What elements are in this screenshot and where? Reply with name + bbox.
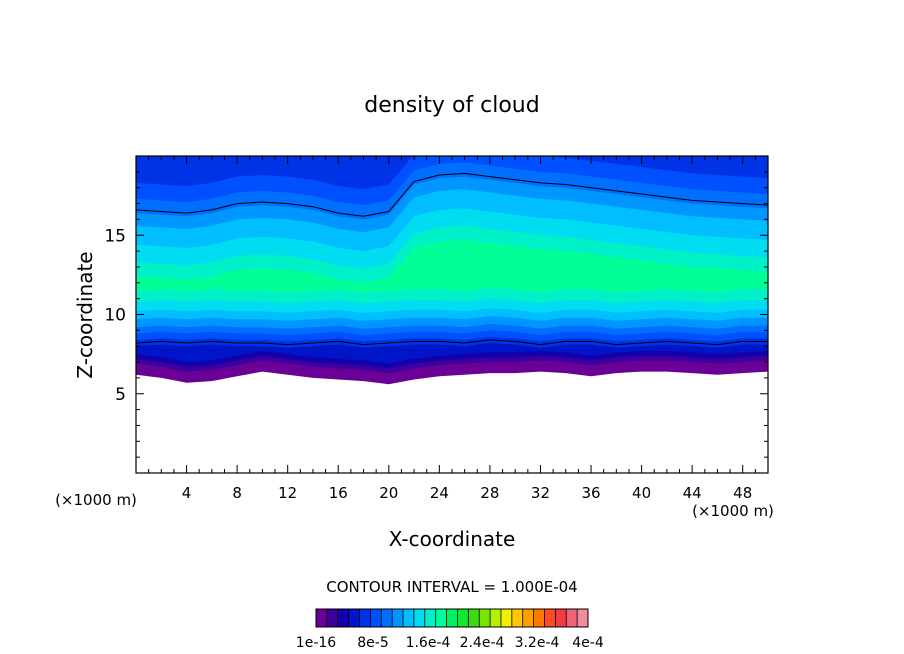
- colorbar-label: 3.2e-4: [515, 635, 560, 651]
- colorbar-swatch: [490, 609, 502, 627]
- colorbar-swatch: [413, 609, 426, 627]
- colorbar-swatch: [359, 609, 371, 627]
- upper-contour: [136, 172, 768, 217]
- x-tick-label: 48: [733, 484, 752, 502]
- x-tick-label: 44: [683, 484, 702, 502]
- colorbar-swatch: [544, 609, 556, 627]
- x-units-right: (×1000 m): [692, 502, 774, 520]
- colorbar-swatch: [403, 609, 415, 627]
- colorbar-swatch: [392, 609, 404, 627]
- x-axis-label: X-coordinate: [389, 527, 516, 551]
- colorbar-label: 4e-4: [572, 635, 604, 651]
- contour-interval-label: CONTOUR INTERVAL = 1.000E-04: [326, 578, 577, 596]
- colorbar-swatch: [446, 609, 458, 627]
- colorbar-swatch: [348, 609, 360, 627]
- contour-lines: [136, 172, 768, 346]
- y-axis-label: Z-coordinate: [73, 251, 97, 378]
- x-tick-label: 16: [329, 484, 348, 502]
- colorbar-swatch: [566, 609, 578, 627]
- x-tick-labels: 4 8 12 16 20 24 28 32 36 40 44 48: [182, 484, 752, 502]
- x-tick-label: 4: [182, 484, 192, 502]
- chart-title: density of cloud: [364, 93, 539, 118]
- colorbar-swatch: [381, 609, 393, 627]
- colorbar-swatch: [337, 609, 350, 627]
- axis-ticks: [136, 156, 768, 473]
- colorbar-swatch: [370, 609, 382, 627]
- colorbar-swatch: [326, 609, 339, 627]
- colorbar-swatch: [511, 609, 524, 627]
- y-tick-label: 5: [115, 385, 126, 405]
- colorbar-swatch: [500, 609, 513, 627]
- colorbar-swatch: [533, 609, 545, 627]
- y-tick-label: 10: [104, 306, 126, 326]
- colorbar-labels: 1e-16 8e-5 1.6e-4 2.4e-4 3.2e-4 4e-4: [296, 635, 604, 651]
- colorbar-swatch: [435, 609, 447, 627]
- lower-contour: [136, 339, 768, 346]
- field-band: [136, 156, 768, 190]
- x-tick-label: 40: [632, 484, 651, 502]
- colorbar-swatch: [316, 609, 328, 627]
- colorbar: [315, 608, 589, 628]
- x-tick-label: 24: [430, 484, 449, 502]
- x-tick-label: 36: [581, 484, 600, 502]
- x-tick-label: 32: [531, 484, 550, 502]
- colorbar-swatch: [577, 609, 589, 627]
- colorbar-swatch: [468, 609, 480, 627]
- colorbar-label: 1.6e-4: [406, 635, 451, 651]
- colorbar-frame: [315, 608, 589, 628]
- plot-area: [136, 156, 768, 385]
- colorbar-swatch: [457, 609, 469, 627]
- x-tick-label: 20: [379, 484, 398, 502]
- x-tick-label: 28: [480, 484, 499, 502]
- y-tick-label: 15: [104, 226, 126, 246]
- colorbar-swatch: [522, 609, 534, 627]
- x-tick-label: 8: [232, 484, 242, 502]
- x-units-left: (×1000 m): [55, 491, 137, 509]
- colorbar-label: 2.4e-4: [460, 635, 505, 651]
- x-tick-label: 12: [278, 484, 297, 502]
- colorbar-swatch: [424, 609, 437, 627]
- y-tick-labels: 5 10 15: [104, 226, 126, 405]
- colorbar-label: 8e-5: [357, 635, 388, 651]
- colorbar-swatch: [479, 609, 491, 627]
- colorbar-swatch: [555, 609, 567, 627]
- colorbar-label: 1e-16: [296, 635, 336, 651]
